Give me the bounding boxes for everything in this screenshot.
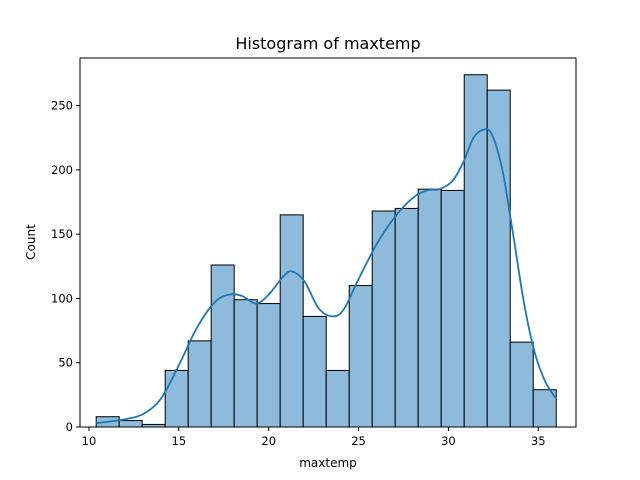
x-axis-label: maxtemp bbox=[299, 456, 357, 470]
y-tick-label: 0 bbox=[66, 420, 73, 434]
histogram-bar bbox=[440, 189, 465, 428]
y-tick-label: 100 bbox=[51, 291, 73, 305]
histogram-bar bbox=[509, 341, 534, 428]
x-tick-label: 20 bbox=[261, 434, 276, 448]
histogram-bar bbox=[463, 74, 488, 428]
histogram-bar bbox=[371, 210, 396, 428]
histogram-bar bbox=[118, 420, 143, 428]
histogram-bar bbox=[187, 340, 212, 428]
y-tick-label: 250 bbox=[51, 99, 73, 113]
histogram-bar bbox=[256, 303, 281, 428]
y-tick-label: 50 bbox=[58, 356, 73, 370]
histogram-bar bbox=[325, 369, 350, 428]
kde-line bbox=[96, 128, 557, 425]
y-axis-ticks: 0 50 100 150 200 250 bbox=[51, 99, 80, 434]
x-tick-label: 25 bbox=[351, 434, 366, 448]
y-axis-label: Count bbox=[24, 224, 38, 260]
x-tick-label: 10 bbox=[82, 434, 97, 448]
x-tick-label: 35 bbox=[531, 434, 546, 448]
chart-title: Histogram of maxtemp bbox=[235, 34, 420, 53]
histogram-bar bbox=[417, 188, 442, 428]
histogram-bar bbox=[279, 214, 304, 428]
plot-frame bbox=[79, 57, 577, 428]
histogram-bar bbox=[486, 89, 511, 428]
histogram-bar bbox=[348, 285, 373, 428]
histogram-bar bbox=[210, 264, 235, 428]
histogram-bar bbox=[233, 299, 258, 428]
x-tick-label: 15 bbox=[172, 434, 187, 448]
histogram-bar bbox=[164, 369, 189, 428]
y-tick-label: 200 bbox=[51, 163, 73, 177]
histogram-bar bbox=[302, 315, 327, 428]
histogram-bar bbox=[394, 207, 419, 428]
x-axis-ticks: 10 15 20 25 30 35 bbox=[82, 427, 546, 448]
y-tick-label: 150 bbox=[51, 227, 73, 241]
x-tick-label: 30 bbox=[441, 434, 456, 448]
